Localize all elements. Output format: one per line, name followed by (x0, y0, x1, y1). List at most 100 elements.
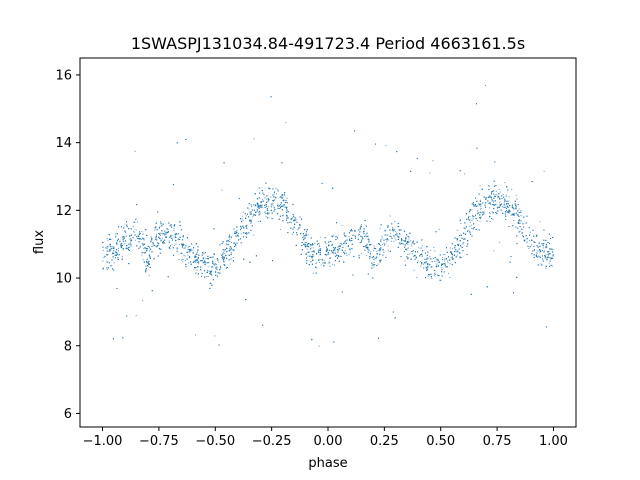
data-point (211, 284, 213, 286)
data-point (246, 232, 248, 234)
data-point (499, 197, 501, 199)
data-point (324, 241, 326, 243)
data-point (421, 253, 423, 255)
data-point (326, 250, 328, 252)
data-point (234, 232, 236, 234)
data-point (226, 247, 228, 249)
data-point (398, 242, 400, 244)
data-point (123, 236, 125, 238)
data-point (196, 269, 198, 271)
data-point (145, 248, 147, 250)
data-point (384, 243, 386, 245)
data-point (520, 220, 522, 222)
data-point (126, 226, 128, 228)
data-point (512, 207, 514, 209)
data-point (177, 233, 179, 235)
data-point (188, 251, 190, 253)
data-point (389, 229, 391, 231)
data-point (182, 259, 184, 261)
data-point (161, 225, 163, 227)
data-point (442, 259, 444, 261)
data-point (243, 227, 245, 229)
data-point (307, 234, 309, 236)
data-point (437, 264, 439, 266)
data-point (503, 204, 505, 206)
data-point (228, 250, 230, 252)
data-point (127, 244, 129, 246)
data-point (351, 248, 353, 250)
data-point (165, 236, 167, 238)
data-point (365, 247, 367, 249)
data-point (396, 225, 398, 227)
data-point (411, 251, 413, 253)
data-point (214, 265, 216, 267)
data-point (214, 263, 216, 265)
data-point (160, 240, 162, 242)
data-point (187, 254, 189, 256)
data-point (493, 208, 495, 210)
data-point (299, 216, 301, 218)
data-point (420, 247, 422, 249)
data-point (472, 218, 474, 220)
data-point (286, 202, 288, 204)
data-point (382, 254, 384, 256)
data-point (208, 266, 210, 268)
data-point (202, 257, 204, 259)
data-point (383, 242, 385, 244)
data-point (478, 229, 480, 231)
data-point (217, 259, 219, 261)
data-point (285, 122, 287, 124)
data-point (437, 274, 439, 276)
data-point (520, 214, 522, 216)
data-point (523, 240, 525, 242)
data-point (233, 228, 235, 230)
data-point (364, 220, 366, 222)
data-point (549, 260, 551, 262)
data-point (214, 335, 216, 337)
data-point (311, 256, 313, 258)
data-point (267, 209, 269, 211)
data-point (535, 235, 537, 237)
data-point (399, 233, 401, 235)
data-point (190, 263, 192, 265)
data-point (185, 263, 187, 265)
data-point (174, 234, 176, 236)
data-point (354, 130, 356, 132)
data-point (155, 223, 157, 225)
data-point (459, 170, 461, 172)
data-point (475, 103, 477, 105)
data-point (272, 200, 274, 202)
data-point (335, 252, 337, 254)
data-point (130, 243, 132, 245)
data-point (308, 264, 310, 266)
data-point (404, 264, 406, 266)
data-point (502, 194, 504, 196)
data-point (332, 263, 334, 265)
data-point (158, 248, 160, 250)
data-point (305, 253, 307, 255)
data-point (128, 249, 130, 251)
data-point (517, 204, 519, 206)
data-point (142, 233, 144, 235)
data-point (319, 249, 321, 251)
data-point (423, 267, 425, 269)
data-point (279, 228, 281, 230)
data-point (146, 250, 148, 252)
data-point (195, 243, 197, 245)
data-point (125, 231, 127, 233)
data-point (334, 260, 336, 262)
data-point (136, 221, 138, 223)
data-point (412, 250, 414, 252)
data-point (155, 222, 157, 224)
data-point (517, 210, 519, 212)
data-point (144, 247, 146, 249)
data-point (542, 258, 544, 260)
data-point (366, 245, 368, 247)
data-point (227, 239, 229, 241)
data-point (251, 206, 253, 208)
data-point (255, 205, 257, 207)
data-point (351, 243, 353, 245)
data-point (266, 205, 268, 207)
data-point (433, 275, 435, 277)
data-point (328, 253, 330, 255)
